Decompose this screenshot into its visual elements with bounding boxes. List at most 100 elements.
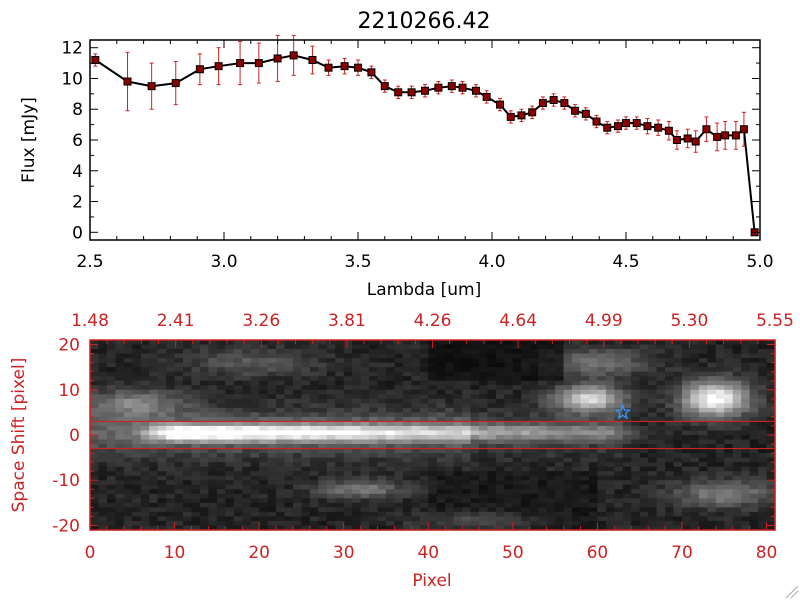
image-pixel xyxy=(749,462,759,468)
image-pixel xyxy=(149,407,159,413)
image-pixel xyxy=(563,444,573,450)
image-pixel xyxy=(538,376,548,382)
image-pixel xyxy=(140,430,150,436)
image-pixel xyxy=(411,516,421,522)
image-pixel xyxy=(343,358,353,364)
image-pixel xyxy=(758,448,768,454)
image-pixel xyxy=(242,344,252,350)
image-pixel xyxy=(233,412,243,418)
image-pixel xyxy=(766,421,776,427)
image-pixel xyxy=(157,444,167,450)
image-pixel xyxy=(436,516,446,522)
image-pixel xyxy=(394,389,404,395)
image-pixel xyxy=(335,475,345,481)
image-pixel xyxy=(436,507,446,513)
image-pixel xyxy=(98,511,108,518)
image-pixel xyxy=(267,376,277,382)
image-pixel xyxy=(233,520,243,527)
image-pixel xyxy=(183,353,193,359)
image-pixel xyxy=(648,376,658,382)
image-pixel xyxy=(639,462,649,468)
image-pixel xyxy=(766,407,776,413)
image-pixel xyxy=(588,520,599,527)
image-pixel xyxy=(538,489,548,495)
image-pixel xyxy=(369,525,379,531)
image-pixel xyxy=(157,416,167,423)
image-pixel xyxy=(665,394,675,400)
image-pixel xyxy=(732,362,742,368)
image-pixel xyxy=(639,394,649,400)
image-pixel xyxy=(90,453,100,459)
image-pixel xyxy=(369,412,379,418)
image-pixel xyxy=(563,511,573,518)
image-pixel xyxy=(749,340,759,346)
image-pixel xyxy=(157,362,167,368)
image-pixel xyxy=(309,471,319,477)
image-pixel xyxy=(622,353,632,359)
image-pixel xyxy=(225,349,235,355)
image-pixel xyxy=(343,525,353,531)
image-pixel xyxy=(377,520,387,527)
image-pixel xyxy=(123,425,133,432)
image-pixel xyxy=(318,462,328,468)
image-pixel xyxy=(690,425,700,432)
image-pixel xyxy=(208,398,218,404)
image-pixel xyxy=(335,507,345,513)
image-pixel xyxy=(665,425,675,432)
image-pixel xyxy=(707,498,717,504)
image-pixel xyxy=(242,435,252,441)
image-pixel xyxy=(479,425,489,432)
image-pixel xyxy=(166,498,176,504)
image-pixel xyxy=(512,520,522,527)
image-pixel xyxy=(445,457,455,463)
image-pixel xyxy=(369,475,379,481)
image-pixel xyxy=(631,389,641,395)
image-pixel xyxy=(385,453,396,459)
image-pixel xyxy=(715,407,725,413)
image-pixel xyxy=(149,457,159,463)
image-pixel xyxy=(343,502,353,508)
image-pixel xyxy=(512,507,522,513)
image-pixel xyxy=(267,349,277,355)
image-pixel xyxy=(132,407,142,413)
image-pixel xyxy=(318,439,328,445)
image-pixel xyxy=(301,421,311,427)
image-pixel xyxy=(529,489,539,495)
image-pixel xyxy=(402,466,412,472)
image-pixel xyxy=(656,502,666,508)
image-pixel xyxy=(292,457,303,463)
image-pixel xyxy=(470,362,480,368)
image-pixel xyxy=(555,421,565,427)
image-pixel xyxy=(555,489,565,495)
image-pixel xyxy=(309,421,319,427)
image-pixel xyxy=(132,362,142,368)
image-pixel xyxy=(369,453,379,459)
image-pixel xyxy=(377,385,387,391)
image-pixel xyxy=(267,516,277,522)
image-pixel xyxy=(580,498,590,504)
image-pixel xyxy=(529,457,539,463)
image-pixel xyxy=(656,507,666,513)
image-pixel xyxy=(614,462,624,468)
image-pixel xyxy=(208,457,218,463)
image-pixel xyxy=(690,376,700,382)
image-pixel xyxy=(301,493,311,499)
image-pixel xyxy=(656,367,666,373)
image-pixel xyxy=(732,394,742,400)
image-pixel xyxy=(225,475,235,481)
image-pixel xyxy=(758,511,768,518)
image-pixel xyxy=(335,421,345,427)
image-pixel xyxy=(572,407,582,413)
image-pixel xyxy=(538,412,548,418)
image-pixel xyxy=(715,344,725,350)
image-pixel xyxy=(377,353,387,359)
image-pixel xyxy=(276,421,286,427)
image-pixel xyxy=(301,489,311,495)
image-pixel xyxy=(106,425,116,432)
image-pixel xyxy=(242,457,252,463)
image-pixel xyxy=(462,466,472,472)
image-pixel xyxy=(301,511,311,518)
image-pixel xyxy=(698,480,708,486)
image-pixel xyxy=(436,425,446,432)
image-pixel xyxy=(588,430,599,436)
